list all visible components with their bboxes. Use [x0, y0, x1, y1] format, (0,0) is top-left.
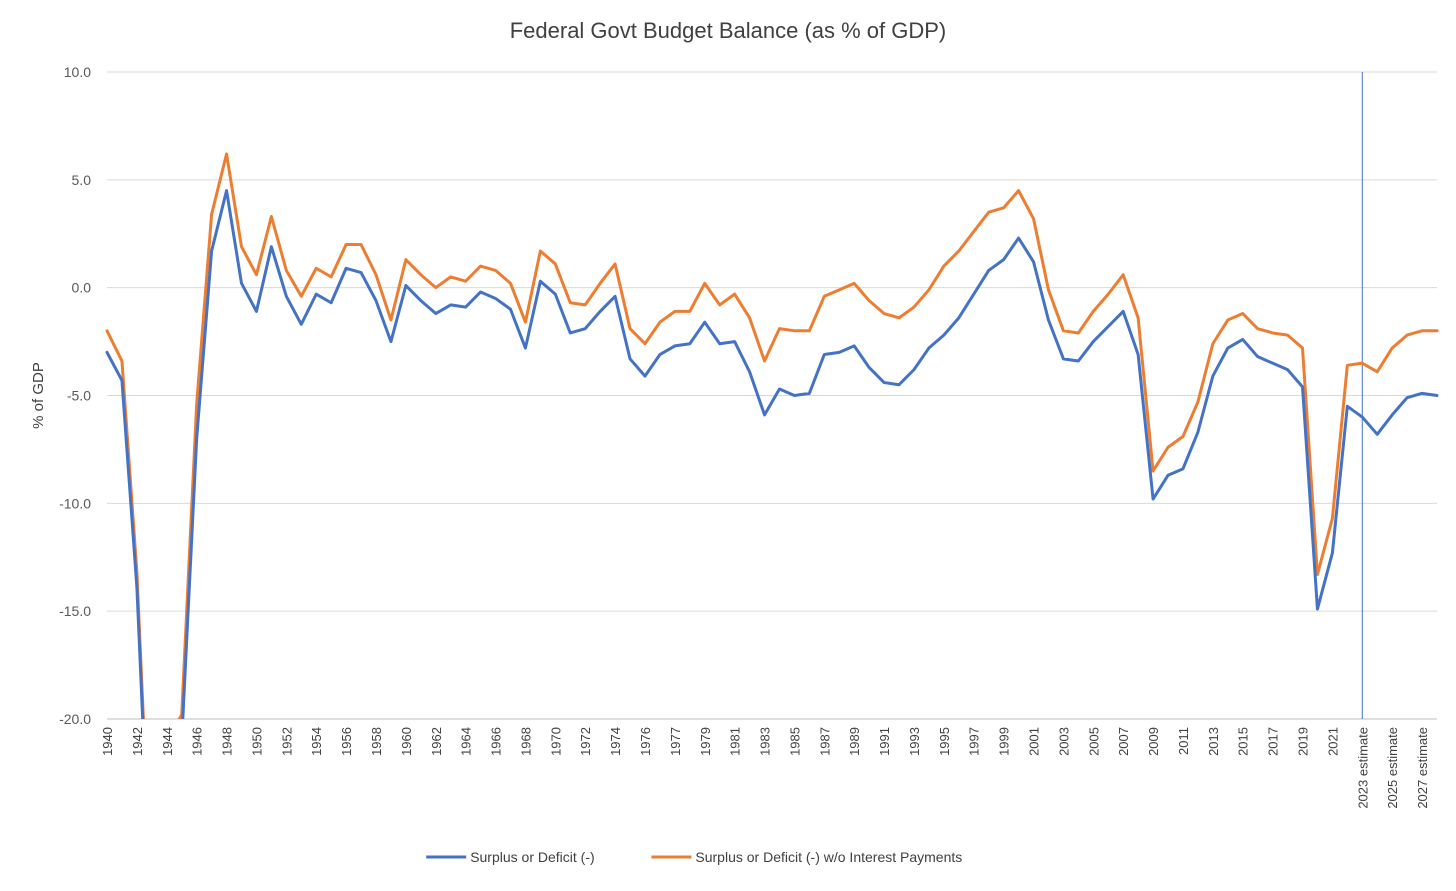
- x-tick-label: 1958: [369, 727, 384, 756]
- series-line-0: [105, 189, 1439, 719]
- x-tick-label: 1997: [967, 727, 982, 756]
- x-tick-label: 1956: [339, 727, 354, 756]
- legend-label-0: Surplus or Deficit (-): [470, 849, 594, 865]
- y-tick-label: -5.0: [67, 388, 91, 404]
- x-tick-label: 2019: [1296, 727, 1311, 756]
- x-tick-label: 1946: [190, 727, 205, 756]
- x-tick-label: 2027 estimate: [1415, 727, 1430, 809]
- y-tick-label: 0.0: [72, 280, 92, 296]
- x-tick-label: 1964: [459, 727, 474, 756]
- x-tick-label: 1950: [249, 727, 264, 756]
- y-axis-label: % of GDP: [30, 362, 47, 429]
- series-line-1: [105, 152, 1439, 719]
- x-tick-label: 1987: [817, 727, 832, 756]
- x-tick-label: 1981: [728, 727, 743, 756]
- x-tick-label: 2005: [1086, 727, 1101, 756]
- x-tick-label: 1989: [847, 727, 862, 756]
- x-tick-label: 1972: [578, 727, 593, 756]
- y-tick-label: -20.0: [59, 711, 91, 727]
- x-tick-label: 1940: [100, 727, 115, 756]
- x-tick-label: 2007: [1116, 727, 1131, 756]
- y-tick-label: -10.0: [59, 495, 91, 511]
- x-tick-label: 2015: [1236, 727, 1251, 756]
- x-tick-label: 1962: [429, 727, 444, 756]
- x-tick-label: 1993: [907, 727, 922, 756]
- legend-label-1: Surplus or Deficit (-) w/o Interest Paym…: [695, 849, 962, 865]
- x-tick-label: 1944: [160, 727, 175, 756]
- x-tick-label: 2013: [1206, 727, 1221, 756]
- x-tick-label: 2001: [1027, 727, 1042, 756]
- y-tick-label: -15.0: [59, 603, 91, 619]
- x-tick-label: 1976: [638, 727, 653, 756]
- x-tick-label: 2003: [1056, 727, 1071, 756]
- x-tick-label: 2023 estimate: [1355, 727, 1370, 809]
- y-tick-label: 10.0: [64, 64, 91, 80]
- plot-area: [105, 152, 1439, 719]
- x-tick-label: 1977: [668, 727, 683, 756]
- x-tick-label: 1983: [758, 727, 773, 756]
- x-tick-label: 1960: [399, 727, 414, 756]
- x-tick-label: 2011: [1176, 727, 1191, 755]
- x-tick-label: 1948: [220, 727, 235, 756]
- x-tick-label: 1966: [489, 727, 504, 756]
- x-tick-label: 1995: [937, 727, 952, 756]
- x-tick-label: 1985: [787, 727, 802, 756]
- x-tick-label: 1942: [130, 727, 145, 756]
- x-tick-label: 1991: [877, 727, 892, 756]
- x-tick-label: 1999: [997, 727, 1012, 756]
- x-tick-label: 2017: [1266, 727, 1281, 756]
- x-tick-label: 2009: [1146, 727, 1161, 756]
- x-tick-label: 1954: [309, 727, 324, 756]
- legend: Surplus or Deficit (-) Surplus or Deficit…: [426, 849, 962, 865]
- x-tick-label: 2021: [1325, 727, 1340, 756]
- y-tick-label: 5.0: [72, 172, 92, 188]
- chart-title: Federal Govt Budget Balance (as % of GDP…: [509, 18, 947, 43]
- x-tick-label: 1974: [608, 727, 623, 756]
- x-tick-label: 1979: [698, 727, 713, 756]
- x-tick-label: 1952: [279, 727, 294, 756]
- x-tick-label: 2025 estimate: [1385, 727, 1400, 809]
- x-tick-label: 1970: [548, 727, 563, 756]
- x-tick-label: 1968: [518, 727, 533, 756]
